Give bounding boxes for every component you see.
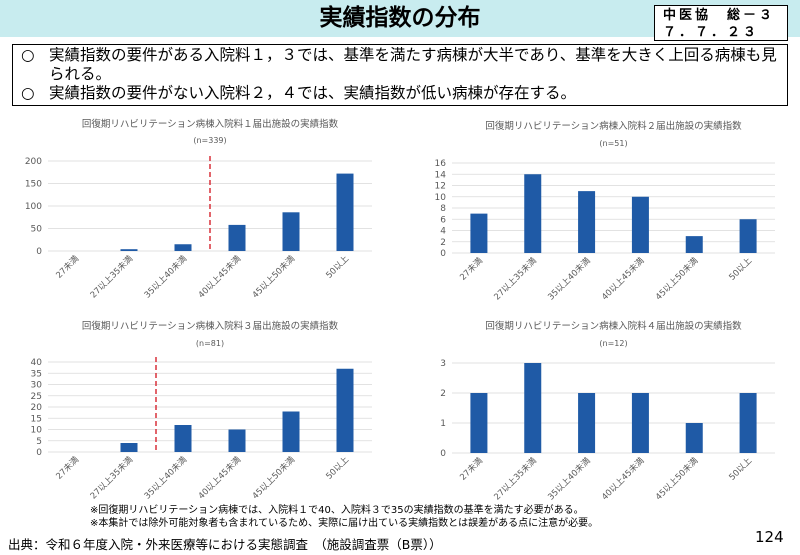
x-tick-label: 45以上50未満 [250, 454, 297, 501]
x-tick-label: 27未満 [458, 255, 486, 283]
summary-item: ○ 実績指数の要件がある入院料１，３では、基準を満たす病棟が大半であり、基準を大… [21, 46, 781, 84]
y-tick-label: 0 [36, 247, 42, 257]
chart-title: 回復期リハビリテーション病棟入院料３届出施設の実績指数 [82, 320, 339, 332]
y-tick-label: 30 [31, 381, 43, 391]
bar [739, 219, 757, 253]
bar [120, 249, 138, 251]
y-tick-label: 2 [440, 389, 446, 399]
page-number: 124 [755, 528, 784, 546]
footnote-1: ※回復期リハビリテーション病棟では、入院料１で40、入院料３で35の実績指数の基… [90, 505, 584, 516]
bar [578, 393, 596, 453]
bar [524, 174, 542, 253]
x-tick-label: 35以上40未満 [546, 255, 593, 302]
x-tick-label: 35以上40未満 [142, 253, 189, 300]
bar [228, 224, 246, 251]
bar [336, 368, 354, 452]
circle-bullet-icon: ○ [21, 84, 35, 102]
y-tick-label: 8 [440, 204, 446, 214]
y-tick-label: 1 [440, 419, 446, 429]
summary-item: ○ 実績指数の要件がない入院料２，４では、実績指数が低い病棟が存在する。 [21, 84, 781, 103]
x-tick-label: 50以上 [727, 256, 754, 283]
y-tick-label: 3 [440, 359, 446, 369]
bar [228, 429, 246, 452]
chart-title: 回復期リハビリテーション病棟入院料２届出施設の実績指数 [485, 120, 742, 132]
y-tick-label: 2 [440, 238, 446, 248]
bar [470, 393, 488, 453]
meeting-code-line1: 中医協 総－３ [663, 8, 776, 23]
bar [282, 212, 300, 251]
x-tick-label: 40以上45未満 [599, 455, 646, 502]
x-tick-label: 40以上45未満 [196, 454, 243, 501]
y-tick-label: 0 [440, 249, 446, 259]
bar [685, 423, 703, 453]
y-tick-label: 6 [440, 215, 446, 225]
bar [739, 393, 757, 453]
y-tick-label: 35 [31, 369, 42, 379]
x-tick-label: 50以上 [324, 254, 351, 281]
summary-text: 実績指数の要件がない入院料２，４では、実績指数が低い病棟が存在する。 [49, 84, 577, 102]
bar [336, 173, 354, 251]
chart-title: 回復期リハビリテーション病棟入院料４届出施設の実績指数 [485, 320, 742, 332]
circle-bullet-icon: ○ [21, 46, 35, 64]
x-tick-label: 27以上35未満 [88, 253, 135, 300]
x-tick-label: 27未満 [458, 455, 486, 483]
chart-subtitle: (n=81) [196, 339, 224, 348]
y-tick-label: 20 [31, 403, 43, 413]
y-tick-label: 200 [25, 157, 42, 167]
x-tick-label: 45以上50未満 [653, 455, 700, 502]
y-tick-label: 25 [31, 392, 42, 402]
x-tick-label: 35以上40未満 [142, 454, 189, 501]
x-tick-label: 40以上45未満 [599, 255, 646, 302]
x-tick-label: 50以上 [727, 456, 754, 483]
y-tick-label: 150 [25, 180, 42, 190]
x-tick-label: 45以上50未満 [250, 253, 297, 300]
bar [120, 443, 138, 452]
chart-subtitle: (n=12) [599, 339, 627, 348]
x-tick-label: 45以上50未満 [653, 255, 700, 302]
x-tick-label: 50以上 [324, 455, 351, 482]
x-tick-label: 27以上35未満 [492, 455, 539, 502]
bar [631, 393, 649, 453]
y-tick-label: 14 [435, 170, 447, 180]
bar [282, 411, 300, 452]
bar [685, 236, 703, 253]
y-tick-label: 50 [31, 225, 43, 235]
bar [470, 213, 488, 253]
chart-subtitle: (n=339) [193, 136, 226, 145]
x-tick-label: 27未満 [54, 454, 82, 482]
bar [174, 244, 192, 251]
summary-box: ○ 実績指数の要件がある入院料１，３では、基準を満たす病棟が大半であり、基準を大… [12, 44, 788, 106]
x-tick-label: 27以上35未満 [492, 255, 539, 302]
meeting-code-line2: ７．７．２３ [663, 25, 760, 40]
y-tick-label: 100 [25, 202, 42, 212]
chart-title: 回復期リハビリテーション病棟入院料１届出施設の実績指数 [82, 118, 339, 130]
y-tick-label: 10 [435, 193, 447, 203]
meeting-code-box: 中医協 総－３ ７．７．２３ [654, 5, 788, 41]
y-tick-label: 4 [440, 227, 446, 237]
y-tick-label: 40 [31, 358, 43, 368]
footnote-2: ※本集計では除外可能対象者も含まれているため、実際に届け出ている実績指数とは誤差… [90, 518, 599, 529]
chart-subtitle: (n=51) [599, 139, 627, 148]
y-tick-label: 5 [36, 437, 42, 447]
source-note: 出典：令和６年度入院・外来医療等における実態調査 （施設調査票（B票）） [8, 537, 442, 552]
bar [174, 425, 192, 452]
x-tick-label: 40以上45未満 [196, 253, 243, 300]
y-tick-label: 0 [440, 449, 446, 459]
x-tick-label: 27以上35未満 [88, 454, 135, 501]
y-tick-label: 0 [36, 448, 42, 458]
y-tick-label: 15 [31, 414, 42, 424]
bar [578, 191, 596, 253]
x-tick-label: 27未満 [54, 253, 82, 281]
x-tick-label: 35以上40未満 [546, 455, 593, 502]
bar [631, 196, 649, 253]
y-tick-label: 16 [435, 159, 447, 169]
bar [524, 363, 542, 453]
y-tick-label: 10 [31, 426, 43, 436]
page-title: 実績指数の分布 [319, 5, 481, 31]
y-tick-label: 12 [435, 182, 446, 192]
summary-text: 実績指数の要件がある入院料１，３では、基準を満たす病棟が大半であり、基準を大きく… [49, 46, 777, 83]
